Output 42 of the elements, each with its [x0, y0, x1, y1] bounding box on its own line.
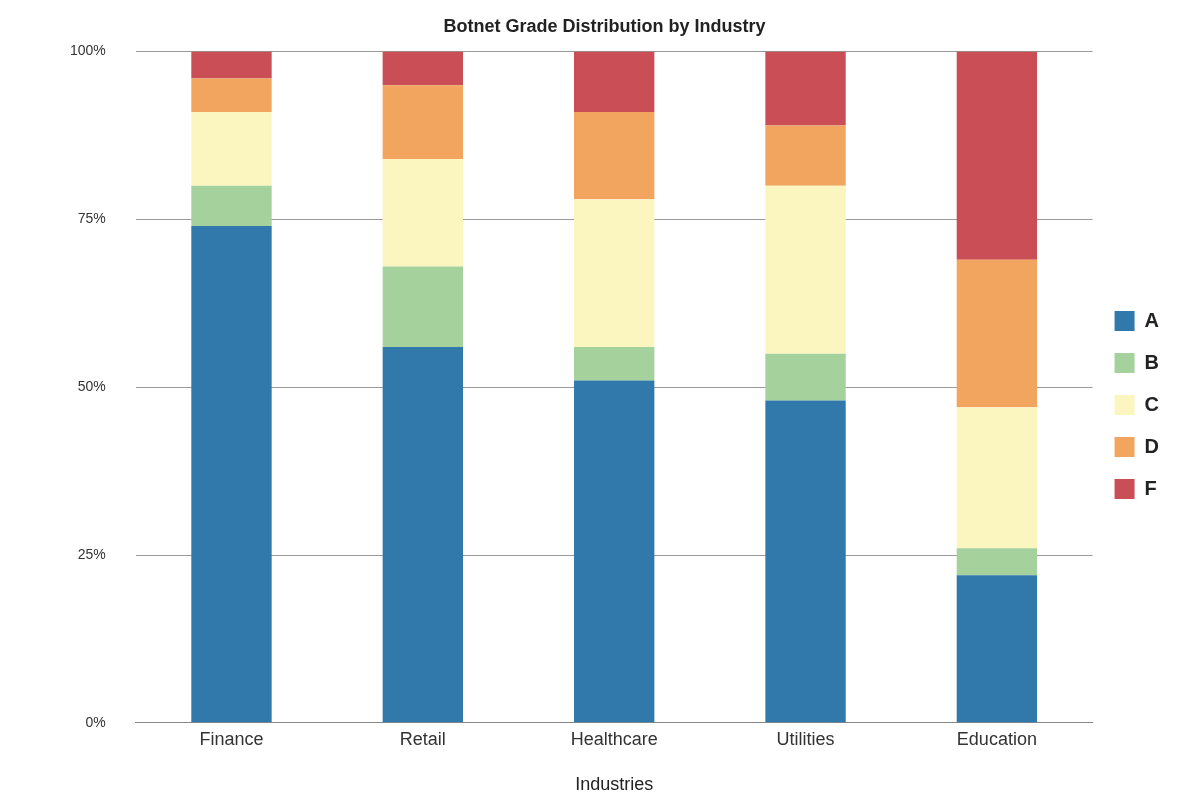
bar — [574, 346, 655, 381]
bar — [191, 185, 272, 227]
y-tick-label: 50% — [77, 378, 106, 395]
bar — [956, 51, 1038, 260]
bar — [191, 226, 272, 723]
bar — [191, 78, 272, 113]
bar — [765, 185, 846, 354]
y-tick-label: 100% — [69, 42, 106, 59]
bar — [956, 407, 1038, 549]
chart-title: Botnet Grade Distribution by Industry — [443, 15, 766, 36]
legend-label: F — [1144, 476, 1157, 499]
bar — [382, 85, 464, 159]
bar — [956, 259, 1038, 408]
x-tick-label: Finance — [199, 728, 264, 749]
bar — [765, 353, 846, 401]
y-tick-label: 0% — [85, 713, 106, 730]
bar — [191, 51, 272, 79]
bar — [574, 112, 655, 200]
bar — [382, 51, 464, 86]
bar — [765, 400, 846, 723]
legend-label: B — [1144, 350, 1160, 373]
bar — [382, 158, 464, 267]
y-tick-label: 75% — [77, 210, 106, 227]
bar — [765, 125, 846, 186]
bar — [382, 266, 464, 347]
x-tick-label: Education — [956, 728, 1037, 749]
bar — [765, 51, 846, 126]
bar — [956, 548, 1038, 576]
legend-label: D — [1144, 434, 1160, 457]
legend-label: C — [1144, 392, 1160, 415]
legend-label: A — [1144, 308, 1160, 331]
bar — [574, 380, 655, 723]
bar — [574, 199, 655, 347]
y-tick-label: 25% — [77, 545, 106, 562]
bar — [574, 51, 655, 113]
x-tick-label: Healthcare — [570, 728, 658, 749]
bar — [191, 112, 272, 186]
bar — [382, 346, 464, 723]
x-tick-label: Retail — [399, 728, 446, 749]
x-axis-title: Industries — [575, 774, 654, 795]
bar — [956, 575, 1038, 723]
x-tick-label: Utilities — [776, 728, 835, 749]
